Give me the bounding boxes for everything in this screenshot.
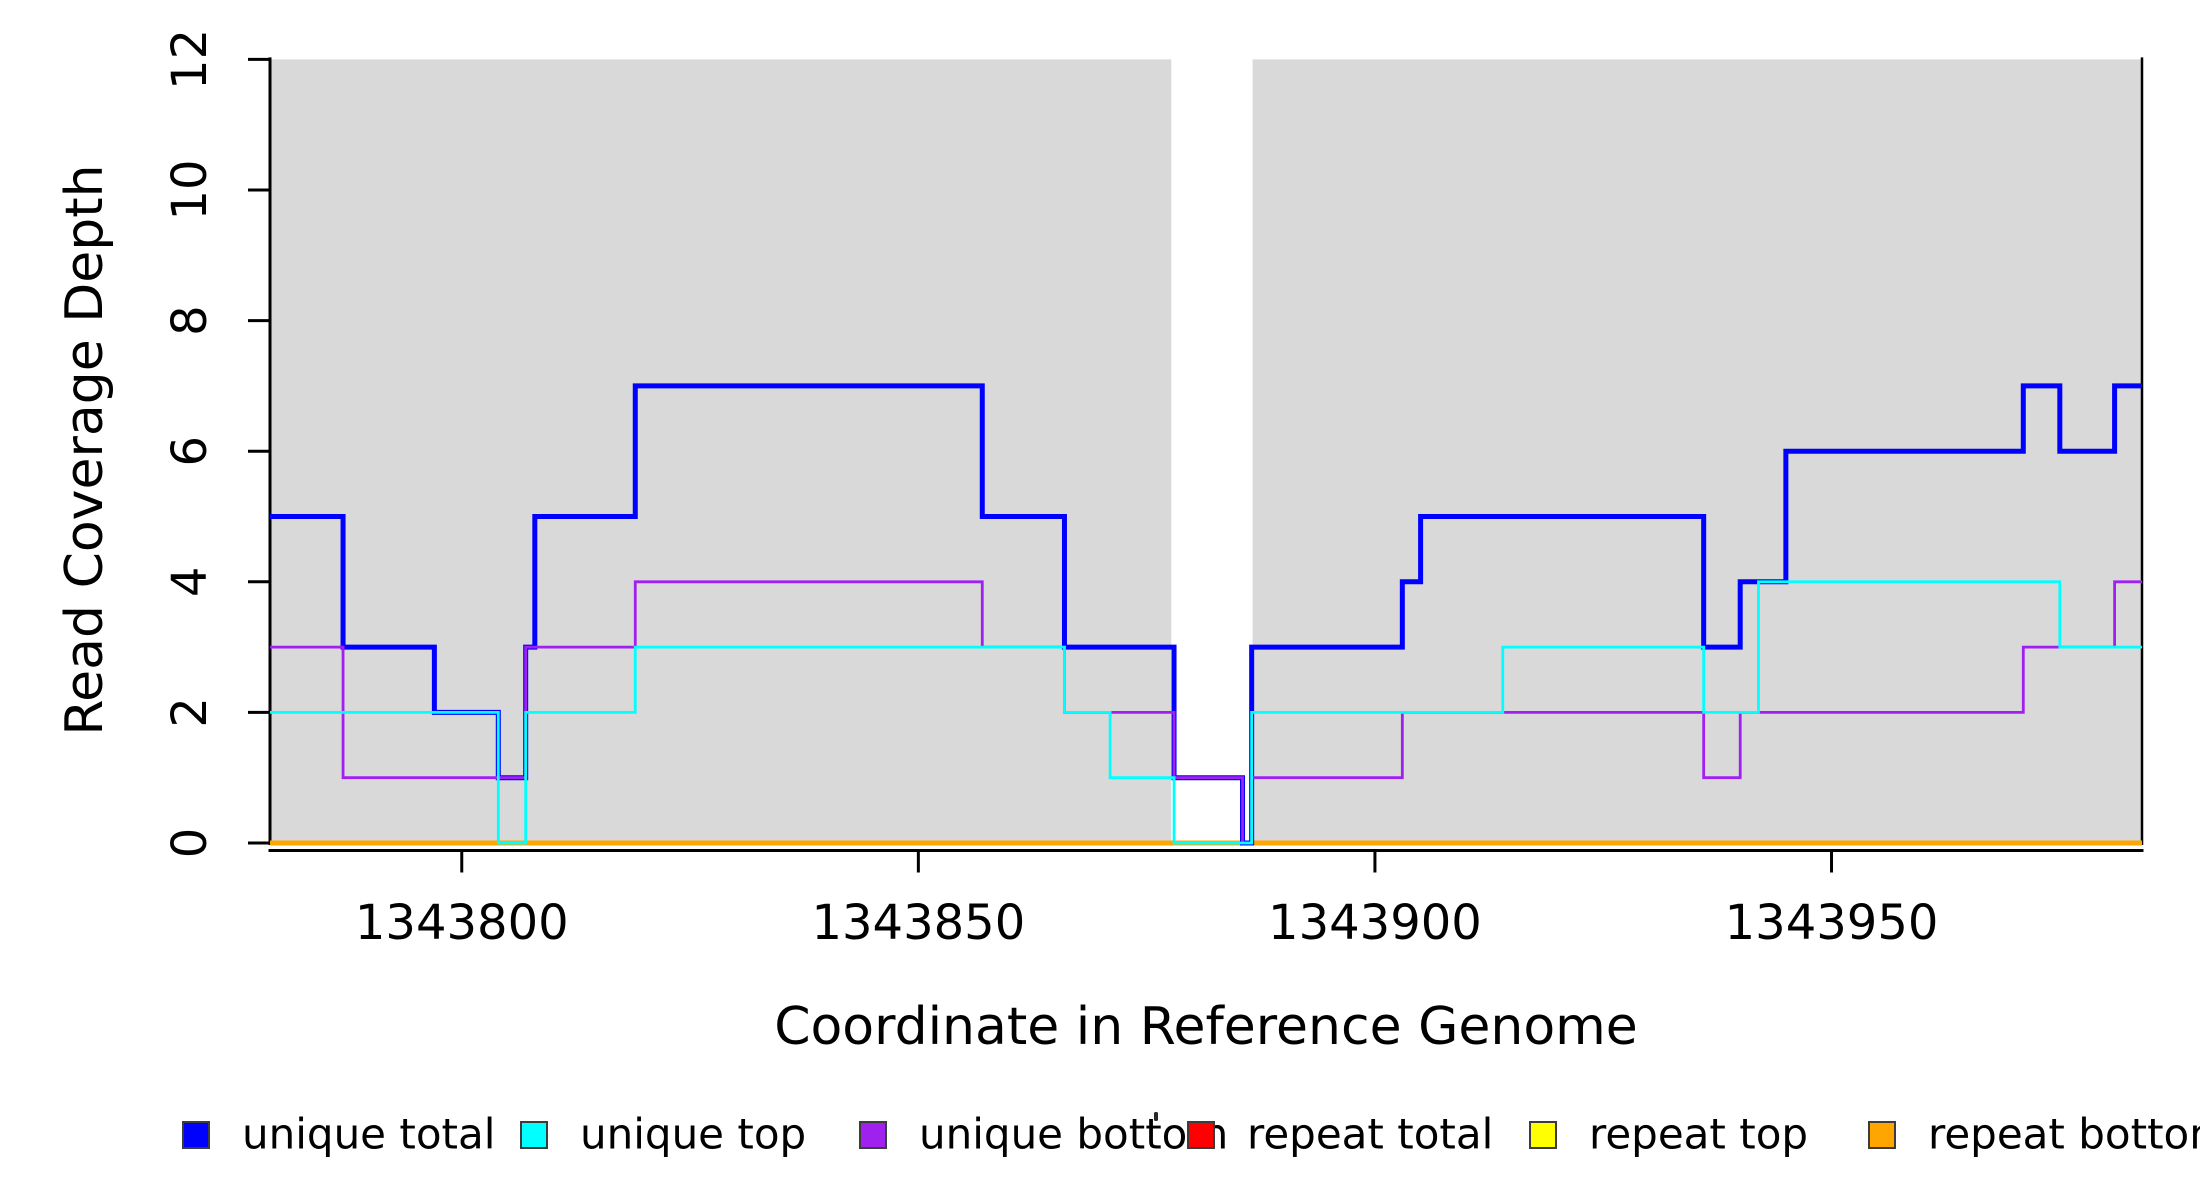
y-tick-label: 8 (162, 305, 218, 336)
y-axis-title: Read Coverage Depth (55, 164, 115, 735)
legend-item-repeat-total: repeat total (1187, 1110, 1493, 1159)
x-tick-label: 1343850 (811, 895, 1025, 951)
y-tick-label: 10 (162, 159, 218, 220)
series-layer (270, 383, 2142, 846)
legend-item-unique-bottom: unique bottom (859, 1110, 1228, 1159)
legend: unique total unique top unique bottom repea… (182, 1110, 2200, 1159)
legend-item-label: repeat top (1589, 1110, 1808, 1159)
legend-swatch-icon (520, 1121, 548, 1149)
legend-swatch-icon (1187, 1121, 1215, 1149)
axes-layer (248, 57, 2144, 873)
stray-mark (1154, 1112, 1158, 1121)
stray-marks-layer (1154, 1112, 1158, 1121)
y-tick-label: 12 (162, 29, 218, 90)
series-path-unique-bottom (270, 580, 2142, 845)
legend-swatch-icon (859, 1121, 887, 1149)
x-tick-label: 1343900 (1268, 895, 1482, 951)
x-axis-title: Coordinate in Reference Genome (774, 997, 1638, 1057)
legend-swatch-icon (182, 1121, 210, 1149)
y-tick-label: 0 (162, 828, 218, 859)
legend-swatch-icon (1529, 1121, 1557, 1149)
y-tick-label: 6 (162, 436, 218, 467)
legend-item-label: repeat total (1247, 1110, 1493, 1159)
legend-item-label: unique bottom (919, 1110, 1228, 1159)
legend-swatch-icon (1868, 1121, 1896, 1149)
legend-item-unique-total: unique total (182, 1110, 495, 1159)
y-tick-label: 2 (162, 697, 218, 728)
y-tick-label: 4 (162, 567, 218, 598)
x-tick-label: 1343950 (1725, 895, 1939, 951)
legend-item-label: unique total (242, 1110, 495, 1159)
tick-labels-layer: 0 2 4 6 8 10 12 1343800 1343850 1343900 1343950 (162, 29, 1938, 951)
legend-item-label: repeat bottom (1928, 1110, 2200, 1159)
legend-item-unique-top: unique top (520, 1110, 806, 1159)
legend-item-repeat-top: repeat top (1529, 1110, 1808, 1159)
legend-item-repeat-bottom: repeat bottom (1868, 1110, 2200, 1159)
x-tick-label: 1343800 (355, 895, 569, 951)
shaded-region (270, 59, 1172, 843)
legend-item-label: unique top (580, 1110, 806, 1159)
series-path-unique-top (270, 580, 2142, 845)
